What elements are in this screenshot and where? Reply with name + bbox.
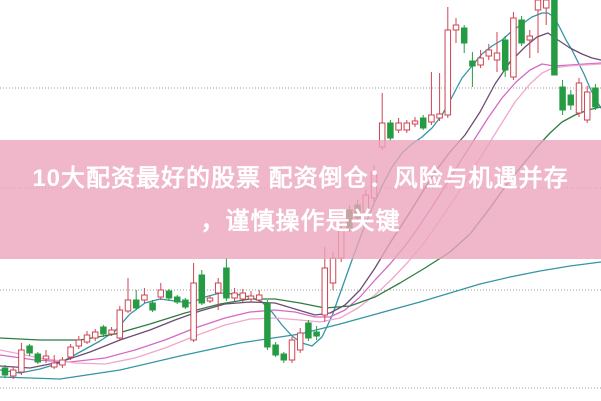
- candle-up: [542, 0, 550, 9]
- headline-banner: 10大配资最好的股票 配资倒仓：风险与机遇并存 ，谨慎操作是关键: [0, 140, 601, 259]
- candle-down: [501, 39, 509, 71]
- candle-down: [264, 302, 271, 348]
- candle-down: [469, 60, 476, 67]
- candle-up: [157, 289, 165, 298]
- candle-up: [296, 332, 304, 351]
- candle-up: [288, 339, 296, 361]
- candle-down: [592, 87, 599, 108]
- candle-down: [559, 86, 566, 111]
- candle-down: [567, 94, 575, 106]
- candle-up: [67, 346, 74, 358]
- candle-up: [395, 122, 402, 131]
- candle-up: [321, 267, 329, 316]
- candle-up: [403, 122, 411, 131]
- candle-down: [132, 299, 140, 309]
- candle-up: [124, 299, 132, 312]
- candle-down: [26, 345, 33, 354]
- candle-up: [75, 339, 83, 347]
- moving-average-lines: [0, 12, 601, 380]
- candle-up: [239, 292, 247, 300]
- candle-down: [100, 326, 107, 335]
- candle-up: [477, 57, 484, 66]
- candle-up: [59, 359, 66, 366]
- candle-down: [387, 122, 394, 139]
- candle-up: [83, 334, 91, 343]
- candle-up: [108, 329, 115, 335]
- candle-up: [444, 29, 452, 116]
- candle-up: [206, 297, 214, 302]
- ma-magenta: [0, 62, 601, 363]
- candle-down: [460, 27, 468, 44]
- candle-up: [329, 257, 337, 284]
- candle-down: [272, 344, 279, 356]
- candle-up: [485, 49, 493, 57]
- candle-up: [231, 292, 238, 299]
- candle-up: [493, 52, 501, 61]
- headline-line-1: 10大配资最好的股票 配资倒仓：风险与机遇并存: [32, 164, 569, 192]
- candle-down: [305, 322, 312, 339]
- ma-dark-green: [0, 106, 601, 341]
- candle-up: [534, 0, 542, 11]
- candle-down: [518, 19, 525, 44]
- candle-down: [149, 302, 156, 311]
- ma-slow-teal: [0, 261, 601, 380]
- candle-down: [419, 117, 427, 129]
- candle-up: [526, 35, 534, 41]
- candle-up: [452, 24, 460, 31]
- candle-up: [255, 294, 263, 301]
- candle-up: [9, 369, 17, 377]
- candle-down: [173, 296, 181, 303]
- candle-up: [428, 114, 435, 123]
- candle-up: [510, 17, 517, 78]
- candle-down: [182, 299, 189, 308]
- candle-up: [91, 331, 99, 339]
- candle-up: [411, 120, 419, 125]
- candle-up: [50, 362, 58, 368]
- candle-up: [583, 91, 591, 121]
- headline-line-2: ，谨慎操作是关键: [200, 207, 401, 235]
- candle-down: [34, 353, 42, 363]
- candle-up: [141, 294, 148, 301]
- candle-up: [190, 282, 197, 341]
- candle-down: [1, 367, 9, 376]
- candle-down: [223, 267, 230, 299]
- candle-up: [436, 113, 443, 119]
- candle-down: [551, 0, 558, 76]
- candle-down: [313, 331, 320, 337]
- candle-up: [116, 309, 124, 339]
- candle-down: [198, 274, 206, 304]
- candle-up: [575, 82, 583, 114]
- candle-up: [18, 349, 25, 373]
- ma-light-pink: [0, 63, 601, 365]
- candle-up: [42, 355, 50, 360]
- candle-down: [280, 353, 288, 361]
- candle-up: [247, 295, 255, 300]
- candle-down: [165, 290, 173, 299]
- candle-up: [214, 282, 222, 294]
